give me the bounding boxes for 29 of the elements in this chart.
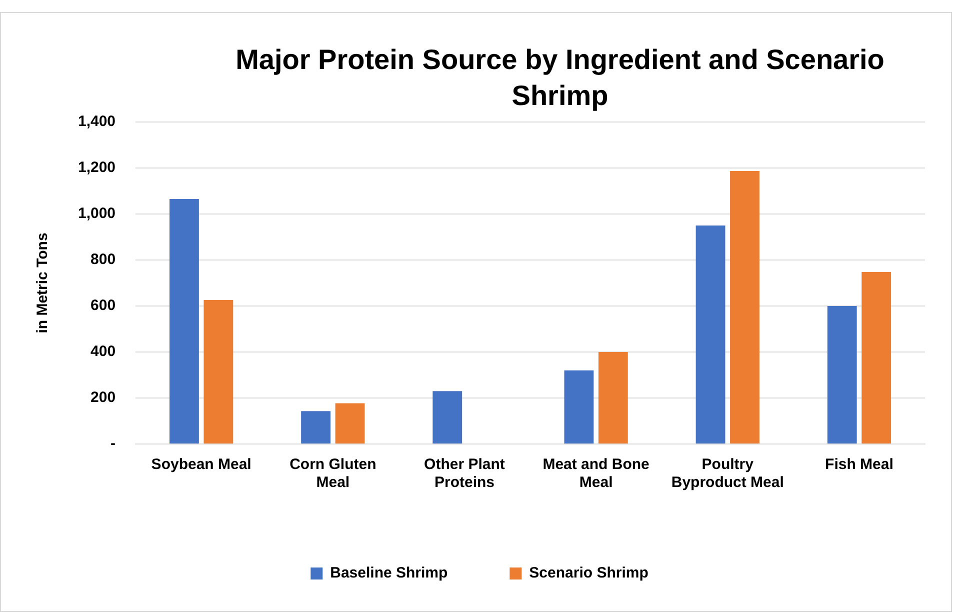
y-axis-title: in Metric Tons [34, 232, 52, 334]
y-tick-label: 600 [90, 297, 116, 314]
y-tick-label: 1,000 [78, 205, 116, 222]
y-tick-label: 1,200 [78, 159, 116, 176]
x-tick-label: Other Plant Proteins [424, 456, 505, 492]
x-tick-label: Fish Meal [825, 456, 894, 474]
bar [827, 306, 857, 444]
y-tick-label: 400 [90, 343, 116, 360]
x-tick-label: Soybean Meal [151, 456, 252, 474]
bar [564, 370, 594, 444]
bar [730, 170, 760, 444]
bar [170, 199, 199, 444]
y-tick-label: 800 [90, 251, 116, 268]
bar [598, 352, 628, 444]
bar [862, 272, 892, 444]
x-tick-label: Meat and Bone Meal [542, 456, 650, 492]
y-tick-label: 200 [90, 389, 116, 406]
x-tick-label: Poultry Byproduct Meal [671, 456, 784, 492]
legend-label: Scenario Shrimp [529, 564, 648, 582]
bar [335, 403, 365, 444]
bar [696, 226, 726, 444]
bar [204, 300, 234, 444]
chart-title: Major Protein Source by Ingredient and Scenario Shrimp [234, 43, 886, 113]
bar [301, 411, 331, 444]
bar [432, 391, 462, 444]
y-tick-label: 1,400 [78, 113, 116, 130]
x-tick-label: Corn Gluten Meal [290, 456, 376, 492]
y-tick-label: - [110, 435, 116, 452]
legend-label: Baseline Shrimp [330, 564, 448, 582]
